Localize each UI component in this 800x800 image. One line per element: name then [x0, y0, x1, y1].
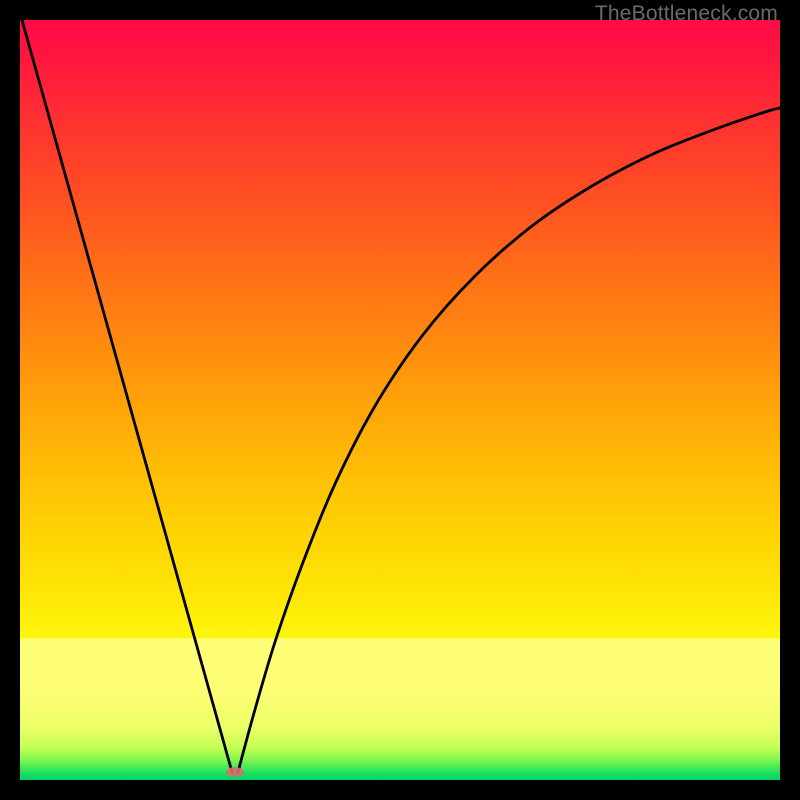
chart-container: TheBottleneck.com [0, 0, 800, 800]
curve-left-segment [22, 20, 232, 772]
curve-right-segment [238, 108, 780, 772]
watermark-text: TheBottleneck.com [595, 2, 778, 26]
minimum-marker [226, 767, 244, 777]
curve-layer [20, 20, 780, 780]
